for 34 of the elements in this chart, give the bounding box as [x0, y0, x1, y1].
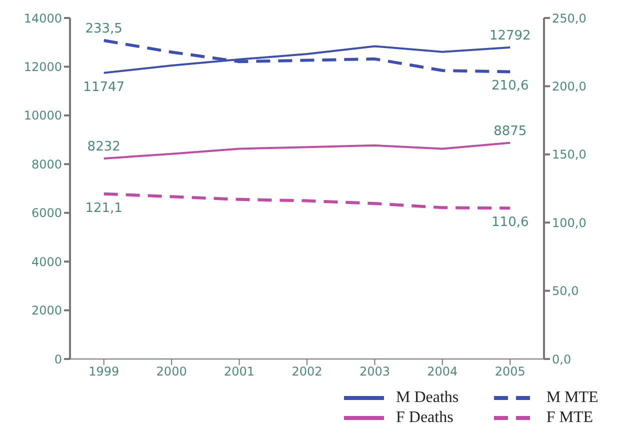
line-series: [102, 39, 512, 74]
legend-label: F Deaths: [396, 409, 454, 427]
y-tick-label: 10000: [24, 108, 62, 123]
y-tick-label: 2000: [31, 304, 62, 318]
x-tick-label: 2001: [224, 364, 255, 379]
y-tick-label: 8000: [31, 157, 62, 172]
y-tick-label: 14000: [24, 11, 62, 26]
x-tick-label: 2003: [359, 364, 390, 379]
y-tick-label: 0: [54, 352, 62, 366]
data-label: 8232: [87, 139, 120, 154]
y2-tick-label: 200,0: [552, 79, 586, 94]
legend-label: F MTE: [546, 409, 593, 427]
legend-label: M MTE: [546, 389, 598, 407]
data-label: 110,6: [492, 215, 529, 230]
y-tick-label: 4000: [31, 254, 62, 269]
x-tick-label: 2004: [427, 364, 458, 379]
y-tick-label: 12000: [24, 60, 62, 74]
y2-tick-label: 250,0: [552, 11, 586, 26]
x-tick-label: 2002: [292, 364, 322, 379]
y2-tick-label: 0,0: [552, 352, 572, 366]
data-label: 11747: [83, 80, 125, 95]
y2-tick-label: 100,0: [552, 216, 586, 230]
y2-tick-label: 50,0: [552, 284, 579, 298]
data-label: 121,1: [85, 200, 122, 216]
y-tick-label: 6000: [31, 206, 62, 220]
data-label: 8875: [494, 124, 527, 139]
data-label: 233,5: [85, 22, 122, 37]
y2-tick-label: 150,0: [552, 148, 586, 162]
legend-label: M Deaths: [396, 389, 459, 407]
x-tick-label: 1999: [88, 364, 120, 379]
data-label: 12792: [489, 28, 531, 44]
x-tick-label: 2000: [156, 364, 187, 379]
x-tick-label: 2005: [494, 364, 526, 379]
data-label: 210,6: [492, 78, 529, 94]
